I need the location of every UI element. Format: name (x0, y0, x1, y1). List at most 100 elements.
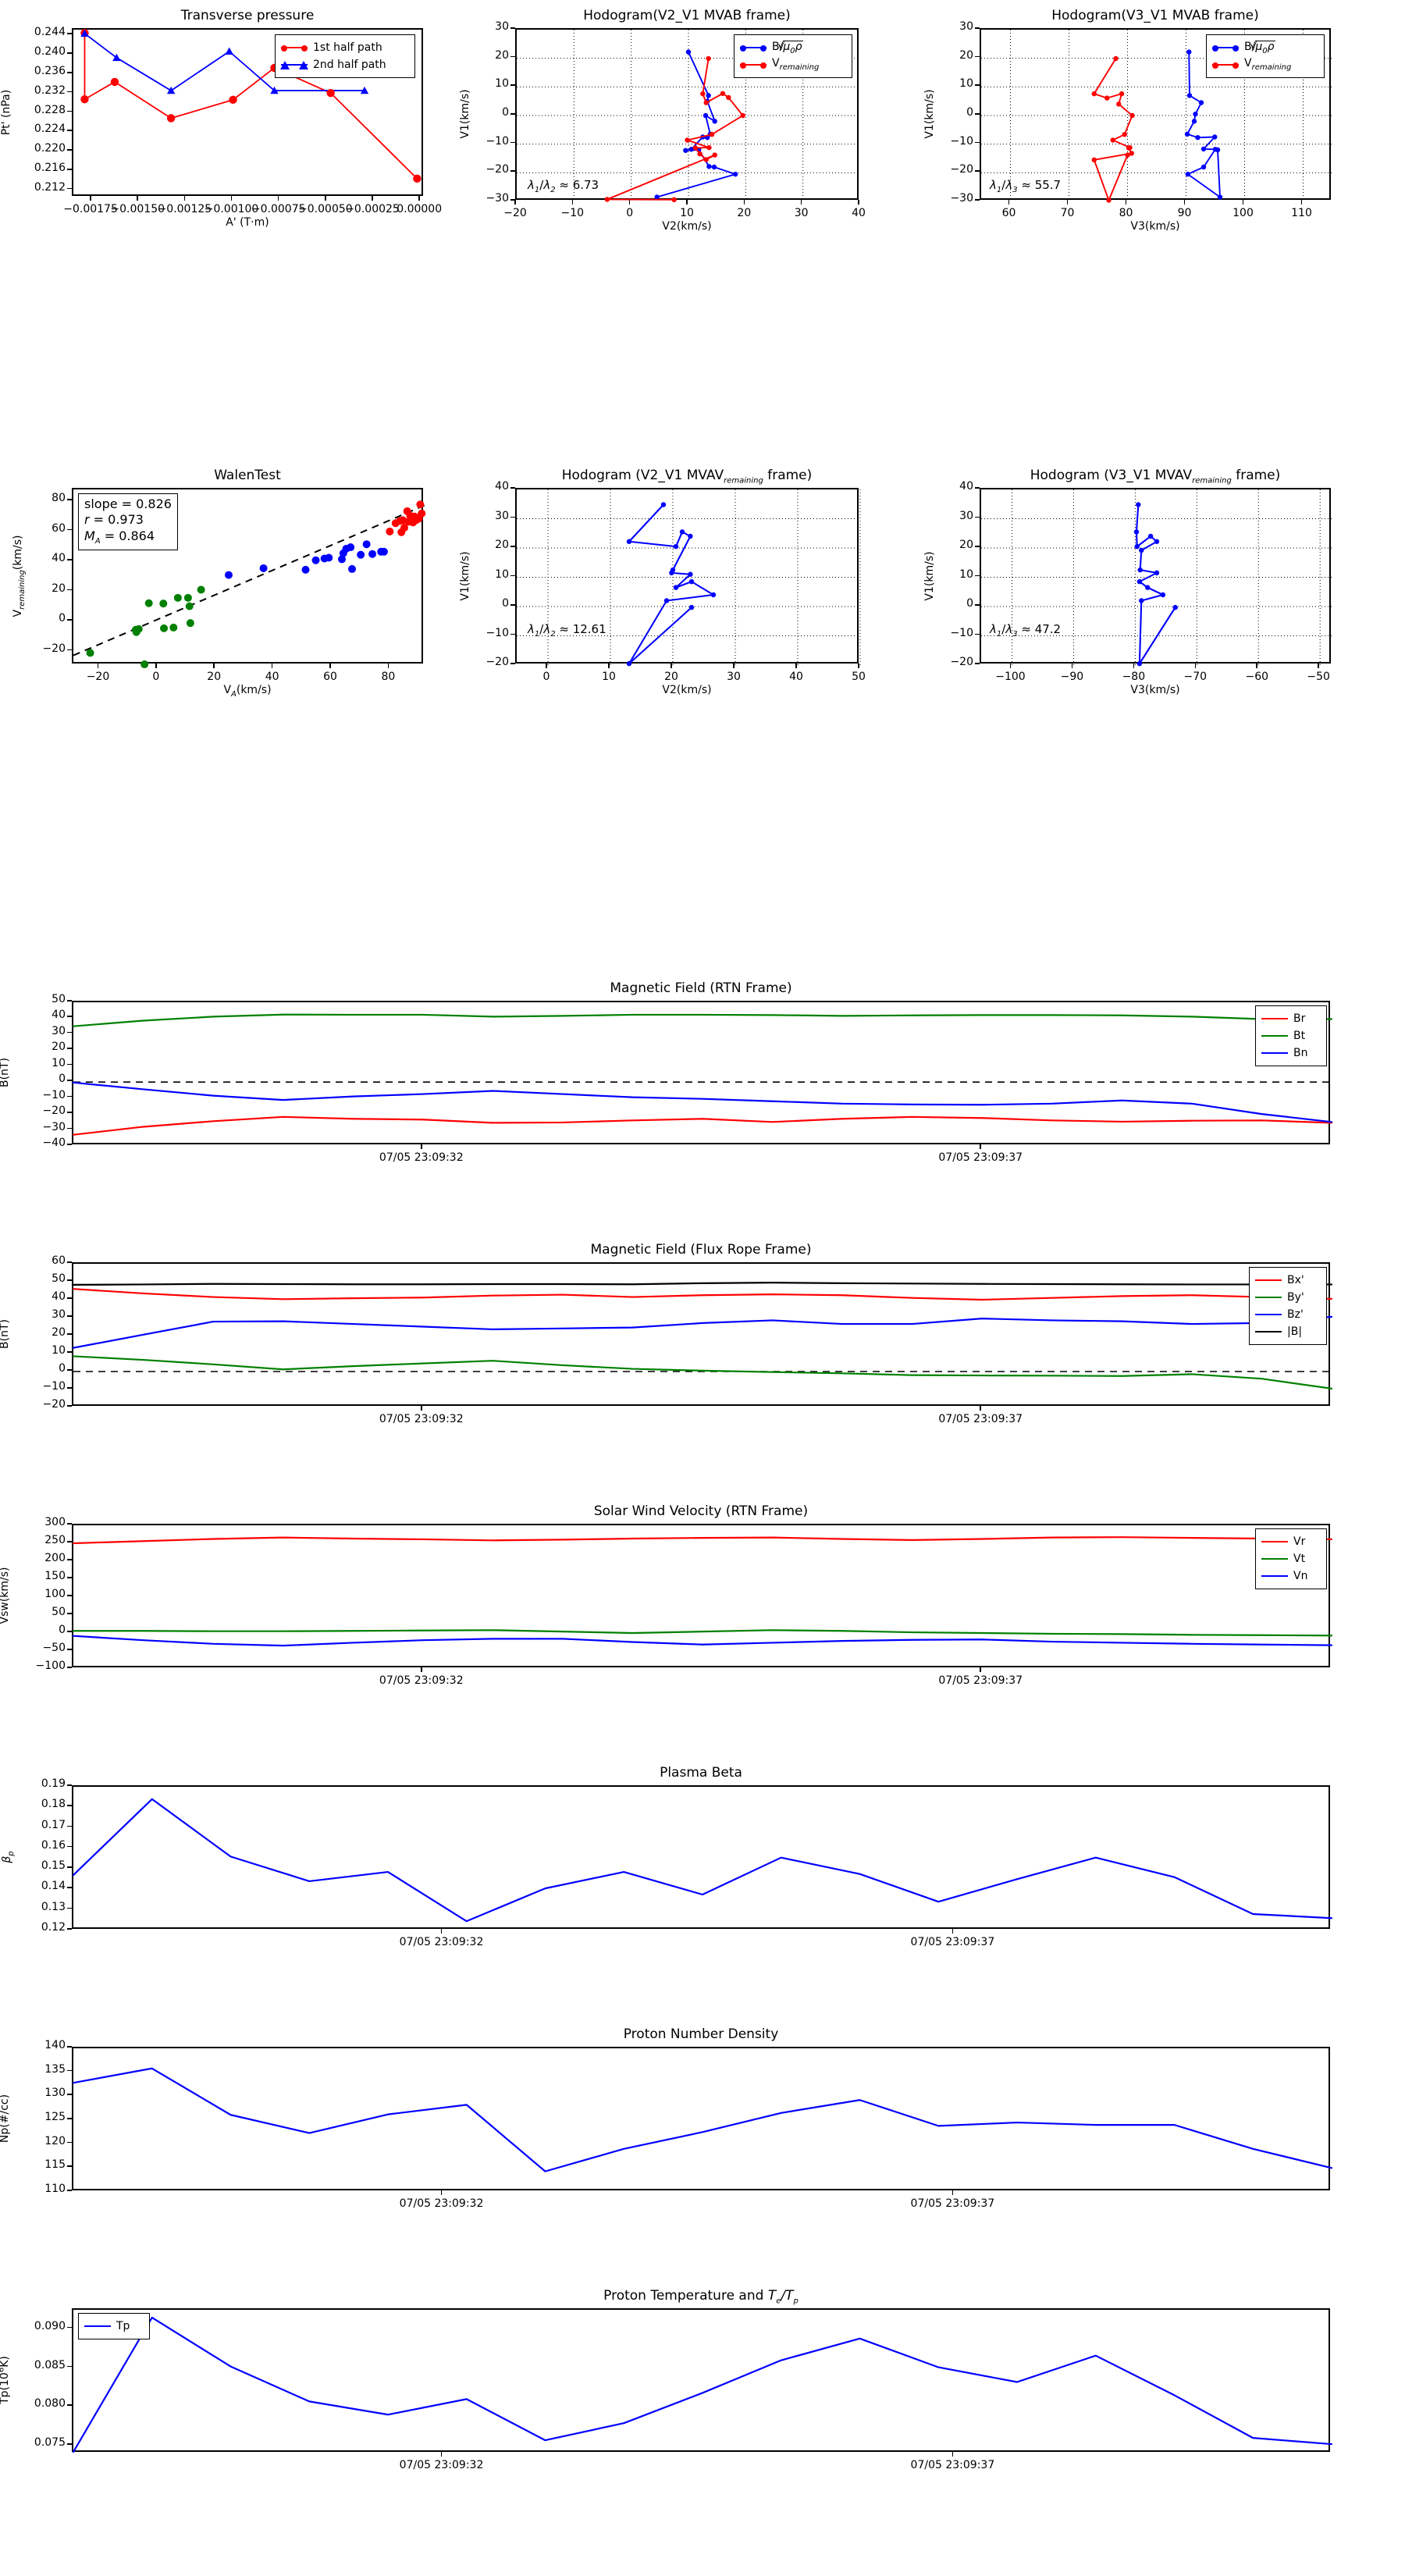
y-tick-label: 0.13 (41, 1900, 66, 1913)
legend-swatch-icon (1212, 45, 1239, 52)
vsw-rtn-axes (72, 1524, 1333, 1667)
y-tick-mark (67, 1523, 72, 1525)
y-tick-mark (975, 575, 980, 577)
y-tick-label: 0.244 (34, 26, 66, 39)
y-tick-mark (67, 2404, 72, 2406)
y-tick-label: −10 (486, 134, 509, 148)
y-tick-label: 20 (495, 48, 509, 62)
y-tick-label: 40 (959, 480, 973, 493)
y-tick-label: 0.17 (41, 1818, 66, 1831)
legend-swatch-icon (281, 45, 308, 52)
y-tick-label: 135 (44, 2062, 66, 2076)
proton-temperature-axes (72, 2308, 1333, 2453)
y-tick-mark (67, 1031, 72, 1034)
y-tick-mark (67, 1541, 72, 1542)
y-tick-label: −20 (42, 642, 66, 655)
y-tick-mark (67, 2069, 72, 2072)
y-tick-label: 0.220 (34, 142, 66, 155)
y-tick-label: 200 (44, 1552, 66, 1564)
x-tick-label: 07/05 23:09:32 (379, 1151, 464, 1164)
x-tick-mark (951, 1929, 954, 1934)
y-tick-mark (67, 1261, 72, 1263)
y-tick-label: −40 (42, 1137, 66, 1149)
x-tick-label: 60 (323, 671, 337, 683)
legend-label: Bt (1293, 1030, 1306, 1042)
b-fluxrope-legend[interactable]: Bx' By' Bz' |B| (1249, 1267, 1327, 1345)
y-tick-mark (510, 113, 515, 115)
walen-test-xlabel: VA(km/s) (223, 684, 272, 699)
proton-temperature-title: Proton Temperature and Te/Tp (603, 2288, 799, 2306)
x-tick-mark (277, 196, 279, 201)
legend-label: 1st half path (313, 41, 382, 54)
transverse-pressure-legend[interactable]: 1st half path 2nd half path (275, 34, 415, 78)
y-tick-mark (67, 619, 72, 621)
legend-swatch-icon (1255, 1314, 1282, 1315)
x-tick-label: 07/05 23:09:37 (910, 2459, 995, 2471)
y-tick-mark (67, 1351, 72, 1353)
transverse-pressure-ylabel: Pt' (nPa) (0, 89, 12, 135)
x-tick-mark (271, 664, 273, 668)
y-tick-label: −20 (42, 1105, 66, 1118)
x-tick-mark (514, 200, 516, 205)
y-tick-mark (67, 1649, 72, 1650)
y-tick-mark (67, 1405, 72, 1407)
y-tick-mark (67, 149, 72, 151)
y-tick-label: 0.090 (34, 2319, 66, 2332)
y-tick-label: 20 (52, 582, 66, 595)
legend-entry: Vremaining (740, 56, 846, 73)
y-tick-mark (67, 1907, 72, 1909)
proton-temperature-legend[interactable]: Tp (78, 2313, 150, 2339)
y-tick-label: −10 (950, 626, 973, 639)
legend-entry: Bt (1261, 1027, 1321, 1044)
plasma-beta-ylabel: βp (1, 1851, 16, 1863)
b-rtn-axes (72, 1001, 1333, 1144)
y-tick-mark (975, 516, 980, 518)
y-tick-label: 30 (495, 509, 509, 522)
hodo-v3v1-mvab-xlabel: V3(km/s) (1130, 220, 1180, 233)
x-tick-label: 90 (1177, 207, 1192, 219)
legend-label: Vr (1293, 1535, 1306, 1548)
walen-ma: MA = 0.864 (84, 528, 155, 546)
legend-label: Vremaining (772, 57, 820, 72)
y-tick-mark (67, 1667, 72, 1668)
x-tick-mark (329, 664, 331, 668)
b-rtn-legend[interactable]: Br Bt Bn (1255, 1005, 1327, 1066)
y-tick-label: −20 (950, 656, 973, 668)
x-tick-label: 07/05 23:09:32 (379, 1674, 464, 1687)
legend-entry: Br (1261, 1010, 1321, 1027)
x-tick-mark (137, 196, 139, 201)
y-tick-label: −20 (950, 163, 973, 176)
y-tick-label: −50 (42, 1642, 66, 1654)
y-tick-mark (67, 1784, 72, 1786)
hodo-v2v1-mvab-legend[interactable]: B/√ μ0ρ Vremaining (734, 34, 852, 78)
y-tick-label: 0.224 (34, 123, 66, 136)
x-tick-mark (1071, 664, 1073, 668)
plasma-beta-axes (72, 1785, 1333, 1929)
y-tick-mark (975, 604, 980, 606)
x-tick-mark (440, 1929, 443, 1934)
y-tick-label: 20 (52, 1326, 66, 1339)
y-tick-mark (67, 1559, 72, 1560)
x-tick-mark (608, 664, 610, 668)
y-tick-mark (67, 499, 72, 500)
legend-label: Bn (1293, 1047, 1308, 1059)
hodo-v3v1-mvab-legend[interactable]: B/√ μ0ρ Vremaining (1206, 34, 1325, 78)
y-tick-mark (67, 72, 72, 73)
y-tick-mark (510, 546, 515, 547)
hodo-v2v1-mvav-eigen-ratio: λ1/λ2 ≈ 12.61 (528, 622, 606, 639)
legend-entry: 1st half path (281, 39, 409, 56)
y-tick-label: 10 (52, 1344, 66, 1357)
x-tick-mark (420, 1667, 422, 1672)
y-tick-mark (67, 1577, 72, 1578)
y-tick-mark (67, 1369, 72, 1371)
x-tick-label: 0 (152, 671, 160, 683)
y-tick-label: 10 (495, 568, 509, 581)
y-tick-mark (510, 516, 515, 518)
x-tick-mark (1009, 664, 1012, 668)
hodo-v2v1-mvav-xlabel: V2(km/s) (662, 684, 712, 696)
legend-swatch-icon (1261, 1541, 1288, 1542)
legend-label: B/√ μ0ρ (772, 38, 803, 55)
vsw-rtn-legend[interactable]: Vr Vt Vn (1255, 1528, 1327, 1589)
y-tick-label: 30 (959, 509, 973, 522)
